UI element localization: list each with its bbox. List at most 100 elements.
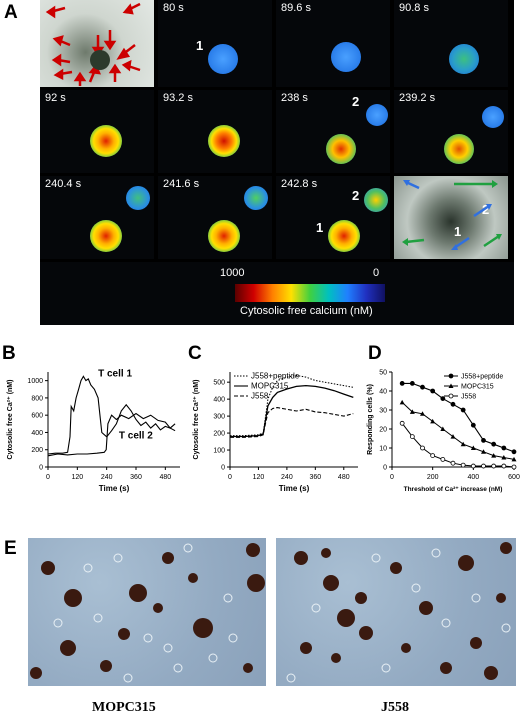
data-point (440, 426, 446, 431)
calcium-tile-92s: 92 s (40, 90, 154, 173)
data-point (399, 380, 405, 386)
x-tick-label: 0 (228, 474, 232, 481)
y-tick-label: 600 (31, 413, 43, 420)
calibration-color-scale (235, 284, 385, 302)
calibration-max: 1000 (220, 267, 245, 279)
calcium-tile-241s: 241.6 s (158, 176, 272, 259)
cell-blob (331, 42, 361, 72)
x-tick-label: 480 (159, 474, 171, 481)
y-tick-label: 1000 (27, 378, 43, 385)
tile-time: 241.6 s (163, 178, 200, 190)
legend-marker (448, 383, 454, 388)
data-point (409, 434, 415, 439)
tile-time: 242.8 s (281, 178, 318, 190)
calcium-tile-80s: 80 s 1 (158, 0, 272, 87)
panel-letter-d: D (368, 343, 382, 364)
x-axis-label: Threshold of Ca²⁺ increase (nM) (404, 486, 503, 493)
data-point (511, 464, 517, 470)
data-point (491, 463, 497, 469)
x-axis-label: Time (s) (279, 484, 310, 493)
data-point (440, 457, 446, 462)
tile-time: 93.2 s (163, 92, 193, 104)
x-tick-label: 0 (46, 474, 50, 481)
cell-blob (90, 220, 122, 252)
tile-time: 80 s (163, 2, 184, 14)
y-axis-label: Cytosolic free Ca²⁺ (nM) (7, 380, 14, 460)
data-point (450, 401, 456, 407)
data-point (420, 384, 425, 390)
x-tick-label: 360 (309, 474, 321, 481)
calcium-tile-93s: 93.2 s (158, 90, 272, 173)
data-point (460, 462, 466, 468)
x-tick-label: 360 (130, 474, 142, 481)
calibration-label: Cytosolic free calcium (nM) (240, 305, 373, 317)
legend-marker (448, 393, 454, 399)
y-tick-label: 0 (221, 465, 225, 472)
cell-blob (126, 186, 150, 210)
x-tick-label: 240 (101, 474, 113, 481)
cell-blob (208, 44, 238, 74)
cell-blob (482, 106, 504, 128)
cell-blob (208, 220, 240, 252)
y-tick-label: 100 (213, 448, 225, 455)
micrograph-mopc315 (28, 538, 266, 686)
y-tick-label: 400 (213, 397, 225, 404)
series-line-0 (230, 374, 354, 437)
data-point (420, 445, 425, 451)
panel-letter-c: C (188, 343, 202, 364)
data-point (399, 399, 405, 405)
calcium-tile-90s: 90.8 s (394, 0, 508, 87)
chart-b: 0 120 240 360 480 0 200 400 600 800 1000 Time (s) Cy… (7, 368, 180, 493)
data-point (409, 409, 415, 414)
data-point (511, 456, 517, 462)
data-point (430, 453, 436, 458)
y-tick-label: 0 (383, 465, 387, 472)
cell-label-2: 2 (352, 188, 360, 203)
series-line-0 (402, 382, 515, 453)
cell-label-1: 1 (196, 38, 204, 53)
red-arrows-icon (45, 2, 141, 86)
data-point (501, 463, 507, 469)
tile-time: 240.4 s (45, 178, 82, 190)
cell-blob (244, 186, 268, 210)
x-tick-label: 120 (253, 474, 265, 481)
tile-time: 90.8 s (399, 2, 429, 14)
calcium-tile-240s: 240.4 s (40, 176, 154, 259)
data-point (491, 441, 497, 447)
series-line-2 (230, 407, 354, 438)
y-tick-label: 50 (379, 370, 387, 377)
cell-label-1: 1 (454, 224, 462, 239)
y-tick-label: 500 (213, 380, 225, 387)
caption-j558: J558 (381, 700, 409, 715)
series-line-0 (47, 375, 176, 455)
data-point (450, 460, 456, 466)
y-tick-label: 0 (39, 465, 43, 472)
y-axis-label: Cytosolic free Ca²⁺ (nM) (193, 380, 200, 460)
legend-label: MOPC315 (461, 384, 494, 391)
tile-time: 92 s (45, 92, 66, 104)
cell-blob (366, 104, 388, 126)
cell-blob (208, 125, 240, 157)
series-line-1 (230, 384, 354, 438)
tile-time: 238 s (281, 92, 308, 104)
cell-blob (326, 134, 356, 164)
chart-d: 0 200 400 600 0 10 20 30 40 50 Threshold of Ca²⁺ i… (367, 370, 520, 494)
series-label-t-cell-2: T cell 2 (119, 431, 153, 442)
series-label-t-cell-1: T cell 1 (98, 368, 132, 379)
cell-label-1: 1 (316, 220, 324, 235)
data-point (470, 445, 476, 450)
cell-blob (90, 125, 122, 157)
y-tick-label: 10 (379, 446, 387, 453)
stained-cells (30, 543, 265, 683)
x-tick-label: 600 (508, 474, 520, 481)
series-line-1 (47, 412, 176, 457)
panel-letter-b: B (2, 343, 16, 364)
y-tick-label: 400 (31, 430, 43, 437)
panel-letter-e: E (4, 538, 17, 559)
calibration-min: 0 (373, 267, 380, 279)
y-axis-label: Responding cells (%) (367, 384, 374, 455)
cell-blob (328, 220, 360, 252)
data-point (430, 418, 436, 424)
legend-label: MOPC315 (251, 382, 289, 391)
calcium-tile-239s: 239.2 s (394, 90, 508, 173)
